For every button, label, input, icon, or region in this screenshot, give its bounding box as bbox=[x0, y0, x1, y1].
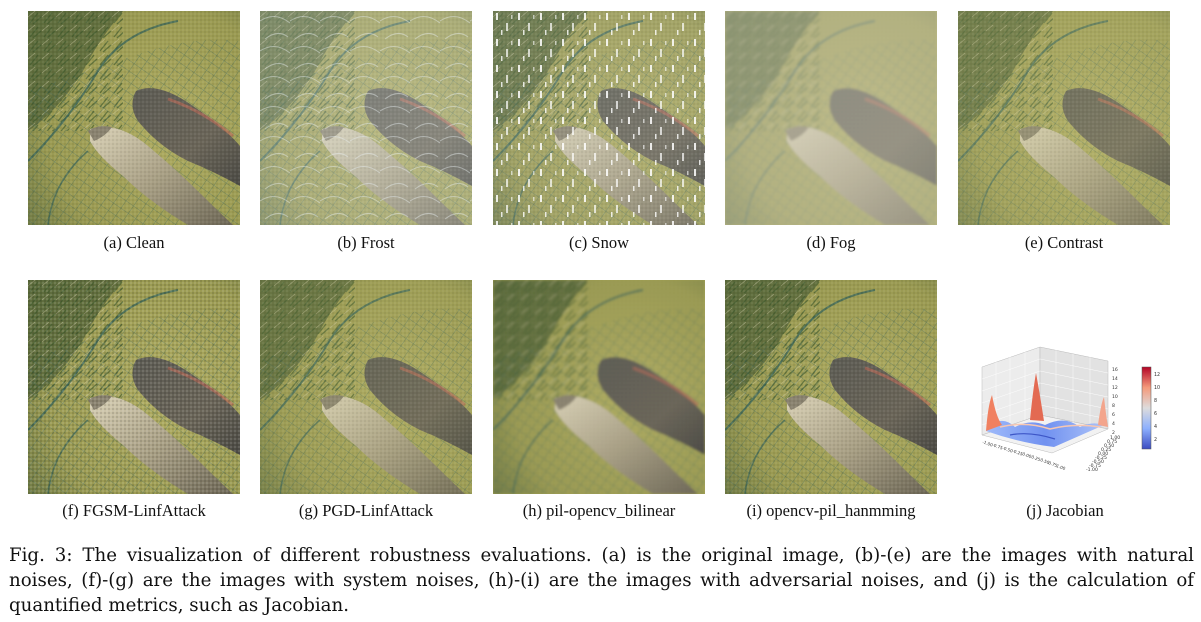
colorbar-tick: 10 bbox=[1154, 385, 1160, 391]
image-panel-hanmming bbox=[725, 280, 937, 494]
panel-caption-f: (f) FGSM-LinfAttack bbox=[62, 501, 206, 520]
y-tick: 0.75 bbox=[1107, 439, 1117, 445]
z-tick: 10 bbox=[1112, 394, 1118, 400]
z-tick: 2 bbox=[1112, 430, 1115, 436]
image-panel-snow bbox=[493, 11, 705, 225]
y-tick: 0.50 bbox=[1104, 443, 1114, 449]
panel-caption-j: (j) Jacobian bbox=[1026, 501, 1104, 520]
surface-spike-left bbox=[986, 395, 1002, 431]
y-tick: -0.50 bbox=[1092, 459, 1104, 465]
y-tick: 0.25 bbox=[1101, 447, 1111, 453]
jacobian-surface-plot: 16 14 12 10 8 6 4 2 1.00 0.75 0.50 0.25 … bbox=[970, 335, 1170, 495]
colorbar bbox=[1141, 366, 1152, 450]
image-panel-fgsm bbox=[28, 280, 240, 494]
figure-caption-line: noises, (f)-(g) are the images with syst… bbox=[9, 570, 1194, 591]
panel-caption-i: (i) opencv-pil_hanmming bbox=[746, 501, 916, 520]
y-tick: 1.00 bbox=[1110, 435, 1120, 441]
x-tick: -0.75 bbox=[992, 442, 1004, 451]
panel-caption-d: (d) Fog bbox=[806, 233, 856, 252]
y-tick: -0.75 bbox=[1089, 463, 1101, 469]
z-tick: 6 bbox=[1112, 412, 1115, 418]
x-tick: -0.50 bbox=[1002, 445, 1014, 454]
surface-body bbox=[986, 420, 1104, 447]
figure-caption-line: quantified metrics, such as Jacobian. bbox=[9, 595, 350, 616]
z-tick: 8 bbox=[1112, 403, 1115, 409]
colorbar-tick: 8 bbox=[1154, 398, 1157, 404]
image-panel-contrast bbox=[958, 11, 1170, 225]
z-tick: 4 bbox=[1112, 421, 1115, 427]
x-tick: 1.00 bbox=[1056, 463, 1067, 471]
x-tick: -0.25 bbox=[1012, 448, 1024, 457]
surface-ridge bbox=[999, 423, 1101, 430]
z-tick: 14 bbox=[1112, 376, 1118, 382]
image-panel-fog bbox=[725, 11, 937, 225]
colorbar-tick: 12 bbox=[1154, 372, 1160, 378]
x-tick: 0.75 bbox=[1048, 460, 1059, 468]
surface-spike-right bbox=[1098, 397, 1108, 427]
image-panel-bilinear bbox=[493, 280, 705, 494]
z-tick: 16 bbox=[1112, 367, 1118, 373]
panel-caption-h: (h) pil-opencv_bilinear bbox=[522, 501, 676, 520]
figure-caption: Fig. 3: The visualization of different r… bbox=[9, 543, 1194, 618]
panel-caption-g: (g) PGD-LinfAttack bbox=[298, 501, 434, 520]
y-tick: -1.00 bbox=[1086, 467, 1098, 473]
image-panel-frost bbox=[260, 11, 472, 225]
z-tick: 12 bbox=[1112, 385, 1118, 391]
y-tick: -0.25 bbox=[1095, 455, 1107, 461]
image-panel-pgd bbox=[260, 280, 472, 494]
panel-caption-e: (e) Contrast bbox=[1024, 233, 1104, 252]
image-panel-clean bbox=[28, 11, 240, 225]
colorbar-tick: 2 bbox=[1154, 437, 1157, 443]
x-tick: 0.25 bbox=[1031, 454, 1042, 462]
x-tick: 0.50 bbox=[1040, 457, 1051, 465]
surface-spike-mid bbox=[1030, 373, 1044, 421]
figure-caption-line: Fig. 3: The visualization of different r… bbox=[9, 545, 1194, 566]
colorbar-tick: 4 bbox=[1154, 424, 1157, 430]
panel-caption-a: (a) Clean bbox=[103, 233, 165, 252]
y-tick: 0.00 bbox=[1098, 451, 1108, 457]
panel-caption-c: (c) Snow bbox=[568, 233, 630, 252]
x-tick: -1.00 bbox=[982, 439, 994, 448]
panel-caption-b: (b) Frost bbox=[337, 233, 395, 252]
x-tick: 0.00 bbox=[1022, 451, 1033, 459]
colorbar-tick: 6 bbox=[1154, 411, 1157, 417]
